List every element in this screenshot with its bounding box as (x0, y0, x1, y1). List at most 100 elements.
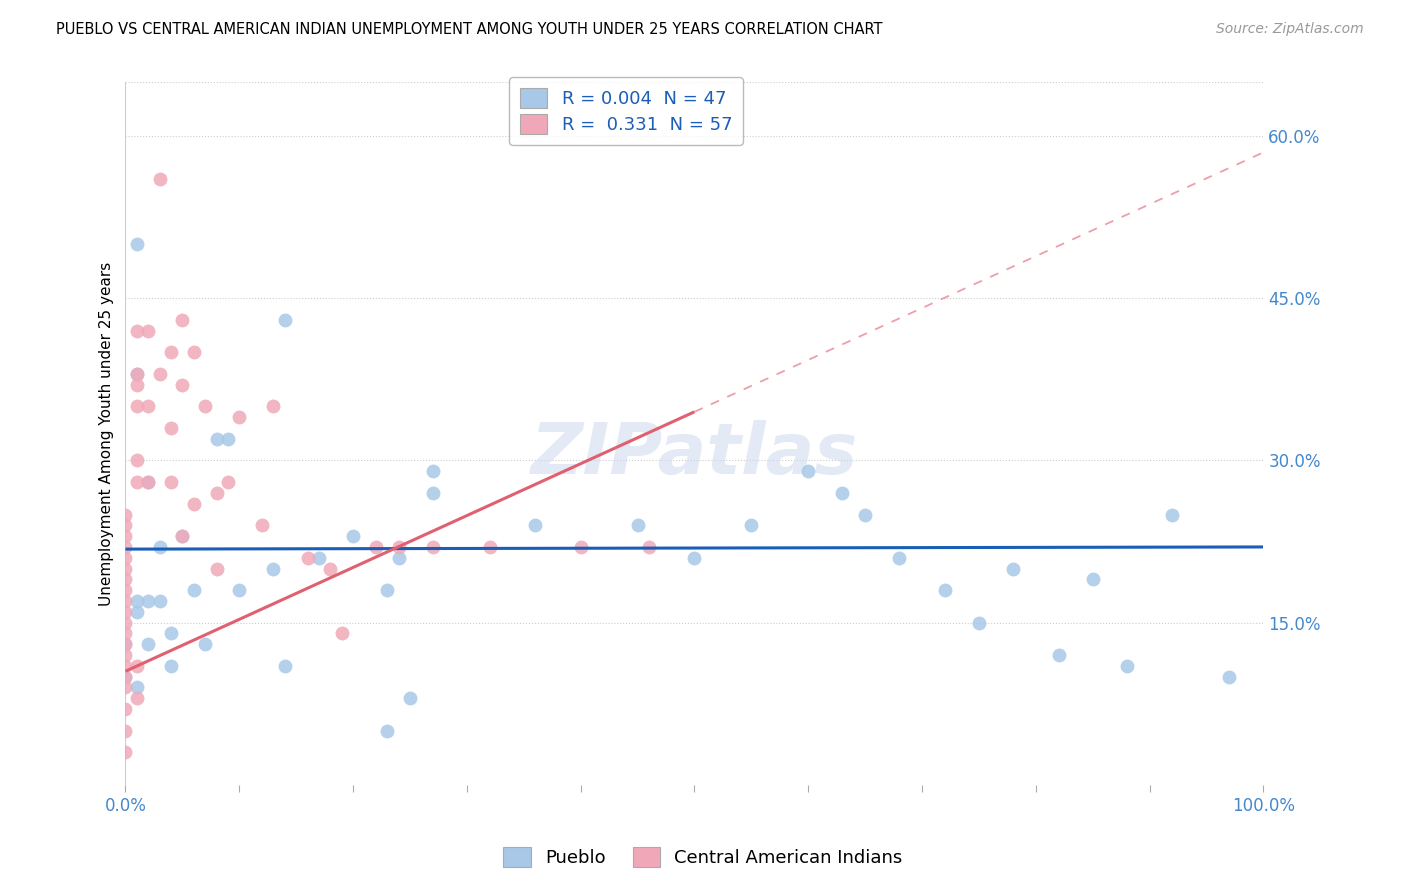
Point (125, 367, 148, 381)
Point (228, 583, 250, 598)
Point (125, 681, 148, 695)
Point (626, 518, 648, 533)
Point (1081, 573, 1104, 587)
Point (149, 367, 172, 381)
Point (375, 583, 398, 598)
Point (172, 313, 194, 327)
Point (125, 324, 148, 338)
Point (114, 658, 136, 673)
Point (274, 313, 297, 327)
Point (125, 400, 148, 414)
Point (638, 540, 661, 554)
Point (125, 658, 148, 673)
Point (125, 691, 148, 706)
Point (1047, 648, 1070, 662)
Point (217, 432, 239, 446)
Point (136, 475, 159, 489)
Point (319, 561, 342, 575)
Point (364, 540, 387, 554)
Point (114, 594, 136, 608)
Point (205, 561, 228, 575)
Legend: R = 0.004  N = 47, R =  0.331  N = 57: R = 0.004 N = 47, R = 0.331 N = 57 (509, 77, 742, 145)
Point (114, 615, 136, 630)
Text: PUEBLO VS CENTRAL AMERICAN INDIAN UNEMPLOYMENT AMONG YOUTH UNDER 25 YEARS CORREL: PUEBLO VS CENTRAL AMERICAN INDIAN UNEMPL… (56, 22, 883, 37)
Point (342, 529, 364, 543)
Point (149, 172, 172, 186)
Point (114, 670, 136, 684)
Point (967, 615, 990, 630)
Text: Source: ZipAtlas.com: Source: ZipAtlas.com (1216, 22, 1364, 37)
Point (262, 400, 284, 414)
Point (136, 594, 159, 608)
Point (262, 561, 284, 575)
Point (308, 550, 330, 565)
Point (683, 550, 706, 565)
Point (136, 324, 159, 338)
Y-axis label: Unemployment Among Youth under 25 years: Unemployment Among Youth under 25 years (100, 261, 114, 606)
Point (569, 540, 592, 554)
Point (114, 702, 136, 716)
Point (114, 573, 136, 587)
Point (1001, 561, 1024, 575)
Point (1161, 508, 1184, 522)
Point (422, 486, 444, 500)
Point (740, 518, 762, 533)
Point (172, 529, 194, 543)
Point (183, 583, 205, 598)
Text: ZIPatlas: ZIPatlas (530, 420, 858, 489)
Point (387, 550, 409, 565)
Point (228, 410, 250, 425)
Point (160, 626, 183, 640)
Point (853, 508, 876, 522)
Point (889, 550, 911, 565)
Point (114, 540, 136, 554)
Point (399, 691, 422, 706)
Point (114, 681, 136, 695)
Point (274, 658, 297, 673)
Point (172, 529, 194, 543)
Point (524, 518, 547, 533)
Point (125, 237, 148, 252)
Point (1115, 658, 1137, 673)
Point (114, 561, 136, 575)
Point (478, 540, 501, 554)
Point (136, 475, 159, 489)
Legend: Pueblo, Central American Indians: Pueblo, Central American Indians (496, 839, 910, 874)
Point (114, 508, 136, 522)
Point (194, 400, 217, 414)
Point (160, 658, 183, 673)
Point (330, 626, 353, 640)
Point (114, 648, 136, 662)
Point (125, 367, 148, 381)
Point (297, 550, 319, 565)
Point (114, 637, 136, 651)
Point (114, 529, 136, 543)
Point (250, 518, 273, 533)
Point (149, 540, 172, 554)
Point (422, 464, 444, 478)
Point (114, 670, 136, 684)
Point (217, 475, 239, 489)
Point (114, 518, 136, 533)
Point (136, 400, 159, 414)
Point (205, 486, 228, 500)
Point (831, 486, 853, 500)
Point (125, 377, 148, 392)
Point (205, 432, 228, 446)
Point (422, 540, 444, 554)
Point (114, 550, 136, 565)
Point (160, 475, 183, 489)
Point (125, 605, 148, 619)
Point (125, 594, 148, 608)
Point (797, 464, 820, 478)
Point (375, 723, 398, 738)
Point (194, 637, 217, 651)
Point (125, 475, 148, 489)
Point (1218, 670, 1240, 684)
Point (172, 377, 194, 392)
Point (114, 626, 136, 640)
Point (114, 583, 136, 598)
Point (160, 421, 183, 435)
Point (114, 745, 136, 759)
Point (934, 583, 956, 598)
